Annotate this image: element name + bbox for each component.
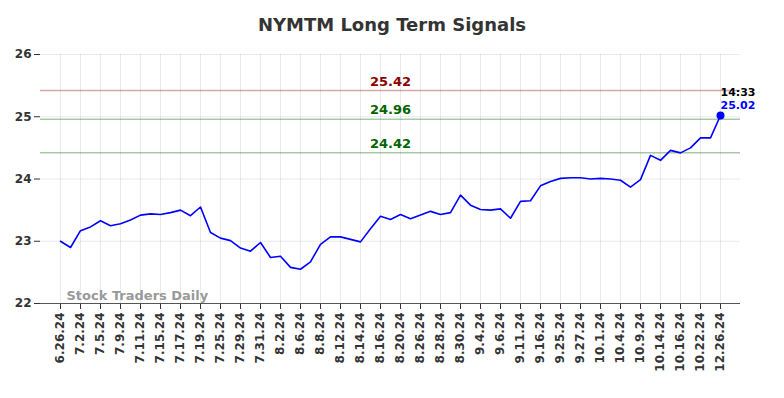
svg-text:25.02: 25.02 (721, 99, 756, 112)
svg-text:8.30.24: 8.30.24 (453, 313, 467, 364)
svg-text:8.8.24: 8.8.24 (313, 313, 327, 356)
svg-text:8.14.24: 8.14.24 (353, 313, 367, 364)
svg-text:24.96: 24.96 (370, 102, 411, 117)
svg-text:25.42: 25.42 (370, 74, 411, 89)
svg-text:7.5.24: 7.5.24 (93, 313, 107, 356)
svg-text:10.14.24: 10.14.24 (653, 313, 667, 372)
svg-text:26: 26 (15, 47, 32, 61)
svg-text:7.15.24: 7.15.24 (153, 313, 167, 364)
svg-text:25: 25 (15, 110, 32, 124)
svg-text:8.26.24: 8.26.24 (413, 313, 427, 364)
svg-text:7.25.24: 7.25.24 (213, 313, 227, 364)
svg-text:24.42: 24.42 (370, 136, 411, 151)
svg-text:8.6.24: 8.6.24 (293, 313, 307, 356)
html-text:NYMTM Long Term Signals: NYMTM Long Term Signals (257, 14, 527, 35)
svg-text:9.11.24: 9.11.24 (513, 313, 527, 364)
svg-text:7.17.24: 7.17.24 (173, 313, 187, 364)
svg-text:6.26.24: 6.26.24 (53, 313, 67, 364)
svg-text:Stock Traders Daily: Stock Traders Daily (67, 288, 209, 303)
svg-text:14:33: 14:33 (721, 86, 756, 99)
svg-text:9.16.24: 9.16.24 (533, 313, 547, 364)
svg-text:7.19.24: 7.19.24 (193, 313, 207, 364)
svg-text:8.20.24: 8.20.24 (393, 313, 407, 364)
svg-text:22: 22 (15, 296, 32, 310)
svg-text:9.25.24: 9.25.24 (553, 313, 567, 364)
svg-text:7.11.24: 7.11.24 (133, 313, 147, 364)
svg-text:10.16.24: 10.16.24 (673, 313, 687, 372)
svg-text:10.9.24: 10.9.24 (633, 313, 647, 364)
svg-text:12.26.24: 12.26.24 (713, 313, 727, 372)
svg-text:8.16.24: 8.16.24 (373, 313, 387, 364)
svg-text:10.4.24: 10.4.24 (613, 313, 627, 364)
svg-text:10.22.24: 10.22.24 (693, 313, 707, 372)
svg-text:9.4.24: 9.4.24 (473, 313, 487, 356)
svg-text:7.31.24: 7.31.24 (253, 313, 267, 364)
svg-text:8.2.24: 8.2.24 (273, 313, 287, 356)
svg-text:7.29.24: 7.29.24 (233, 313, 247, 364)
svg-text:8.12.24: 8.12.24 (333, 313, 347, 364)
svg-text:8.28.24: 8.28.24 (433, 313, 447, 364)
svg-text:9.27.24: 9.27.24 (573, 313, 587, 364)
svg-text:9.6.24: 9.6.24 (493, 313, 507, 356)
svg-text:10.1.24: 10.1.24 (593, 313, 607, 364)
svg-text:23: 23 (15, 234, 32, 248)
svg-text:24: 24 (15, 172, 32, 186)
svg-text:7.2.24: 7.2.24 (73, 313, 87, 356)
svg-text:7.9.24: 7.9.24 (113, 313, 127, 356)
